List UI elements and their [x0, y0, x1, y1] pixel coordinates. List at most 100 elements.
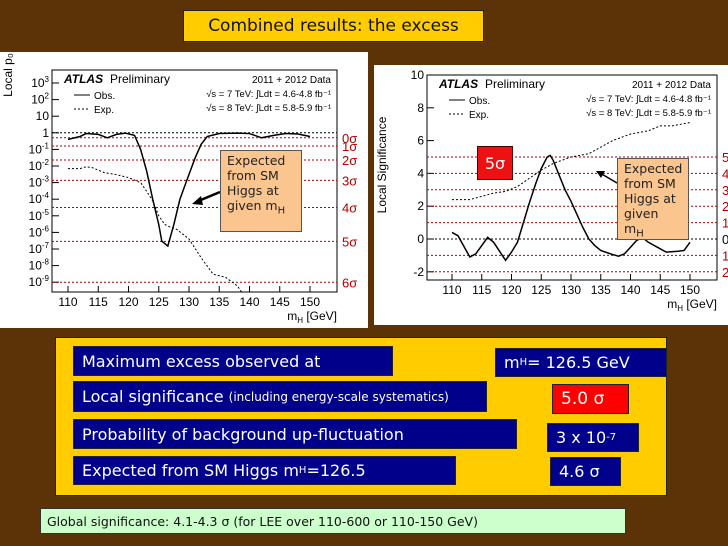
sigma-label: 1 [722, 248, 728, 263]
x-tick-label: 150 [680, 283, 700, 297]
y-tick-label: 10-1 [29, 141, 50, 156]
callout-line: Expected [227, 153, 286, 168]
callout-line: from SM [624, 176, 676, 191]
y-tick-label: 103 [31, 75, 49, 90]
sigma-label: 1 [722, 216, 728, 231]
callout-line: given mH [624, 206, 659, 240]
legend-data: 2011 + 2012 Data [252, 75, 331, 86]
x-axis-label: mH [GeV] [667, 297, 717, 313]
x-tick-label: 110 [58, 295, 77, 309]
legend-8tev: √s = 8 TeV: ∫Ldt = 5.8-5.9 fb⁻¹ [586, 108, 711, 119]
local-significance-chart: 110 115 120 125 130 135 140 145 150-202468105432… [375, 68, 728, 313]
x-tick-label: 125 [149, 295, 169, 309]
y-tick-label: 6 [417, 134, 424, 148]
callout-arrowhead [192, 196, 203, 205]
x-tick-label: 125 [531, 283, 551, 297]
sigma-label: 2 [722, 199, 728, 214]
y-axis-label: Local Significance [375, 116, 389, 213]
expected-line [452, 122, 691, 201]
probability-label: Probability of background up-fluctuation [73, 419, 517, 449]
y-tick-label: 10-7 [29, 241, 50, 256]
sigma-label: 1σ [342, 139, 357, 154]
local-p0-chart: 110 115 120 125 130 135 140 145 150 103 102 10 110-1… [1, 53, 357, 325]
legend-data: 2011 + 2012 Data [632, 80, 711, 91]
plot-frame [426, 74, 718, 281]
legend-8tev: √s = 8 TeV: ∫Ldt = 5.8-5.9 fb⁻¹ [206, 103, 331, 114]
legend-status: Preliminary [485, 77, 545, 91]
x-tick-label: 120 [118, 295, 138, 309]
y-tick-label: 8 [417, 101, 424, 115]
y-tick-label: 0 [417, 232, 424, 246]
callout-line: Higgs at [624, 191, 676, 206]
expected-line [68, 166, 243, 292]
x-tick-label: 130 [561, 283, 581, 297]
plot-frame [51, 69, 338, 293]
callout-line: Expected [624, 161, 683, 176]
expected-value: 4.6 σ [550, 457, 621, 486]
expected-callout-left: Expected from SM Higgs at given mH [220, 150, 302, 232]
x-tick-label: 140 [239, 295, 259, 309]
local-significance-value: 5.0 σ [552, 384, 629, 414]
local-significance-plot: 110 115 120 125 130 135 140 145 150 -2 0 2 4 6 8 10 5 4 3 2… [374, 65, 728, 325]
y-tick-label: 2 [417, 199, 424, 213]
y-tick-label: 4 [417, 166, 424, 180]
y-axis-label: Local p₀ [1, 53, 15, 97]
sigma-label: 5σ [342, 234, 357, 249]
sigma-label: 0 [722, 232, 728, 247]
observed-line [67, 132, 311, 248]
legend-status: Preliminary [110, 72, 170, 86]
y-tick-label: 10-6 [29, 224, 50, 239]
sigma-label: 4 [722, 166, 728, 181]
y-tick-label: 1 [42, 126, 49, 140]
x-tick-label: 145 [270, 295, 290, 309]
x-tick-label: 140 [620, 283, 640, 297]
x-tick-label: 135 [591, 283, 611, 297]
y-tick-label: 10-9 [29, 274, 50, 289]
sigma-label: 3σ [342, 173, 357, 188]
sigma-label: 3 [722, 183, 728, 198]
y-tick-label: 10-2 [29, 158, 50, 173]
legend-experiment: ATLAS [438, 77, 478, 91]
callout-line: from SM [227, 168, 279, 183]
y-tick-label: 10 [411, 68, 425, 82]
sigma-label: 5 [722, 150, 728, 165]
y-tick-label: -2 [413, 265, 424, 279]
y-tick-label: 10-5 [29, 208, 50, 223]
sigma-label: 0σ [342, 131, 357, 146]
sigma-label: 4σ [342, 200, 357, 215]
y-tick-label: 10-3 [29, 175, 50, 190]
y-tick-label: 10-4 [29, 191, 50, 206]
x-tick-label: 115 [89, 295, 108, 309]
x-tick-label: 150 [300, 295, 320, 309]
callout-line: given mH [227, 198, 286, 217]
callout-arrowhead [596, 171, 605, 178]
max-excess-value: m H = 126.5 GeV [495, 348, 667, 377]
sigma-label: 2 [722, 265, 728, 280]
legend-7tev: √s = 7 TeV: ∫Ldt = 4.6-4.8 fb⁻¹ [206, 89, 331, 100]
x-tick-label: 135 [209, 295, 229, 309]
max-excess-label: Maximum excess observed at [73, 346, 393, 376]
legend-exp: Exp. [469, 110, 489, 121]
sigma-label: 2σ [342, 153, 357, 168]
x-tick-label: 115 [472, 283, 491, 297]
x-tick-label: 120 [501, 283, 521, 297]
probability-value: 3 x 10 -7 [547, 423, 639, 452]
legend-obs: Obs. [94, 91, 115, 102]
local-significance-label: Local significance (including energy-sca… [73, 381, 487, 412]
five-sigma-badge: 5σ [477, 146, 513, 180]
legend-7tev: √s = 7 TeV: ∫Ldt = 4.6-4.8 fb⁻¹ [586, 94, 711, 105]
local-p0-plot: 110 115 120 125 130 135 140 145 150 103 102 10 1 10-1… [0, 52, 368, 328]
x-tick-label: 130 [179, 295, 199, 309]
x-tick-label: 110 [442, 283, 461, 297]
legend-exp: Exp. [94, 105, 114, 116]
x-axis-label: mH [GeV] [287, 309, 337, 325]
expected-callout-right: Expected from SM Higgs at given mH [617, 158, 689, 240]
legend-obs: Obs. [469, 96, 490, 107]
expected-label: Expected from SM Higgs m H =126.5 [73, 456, 456, 485]
y-tick-label: 10 [36, 109, 50, 123]
x-tick-label: 145 [650, 283, 670, 297]
slide-title: Combined results: the excess [183, 10, 484, 42]
legend-experiment: ATLAS [63, 72, 103, 86]
callout-line: Higgs at [227, 183, 279, 198]
y-tick-label: 102 [31, 92, 49, 107]
